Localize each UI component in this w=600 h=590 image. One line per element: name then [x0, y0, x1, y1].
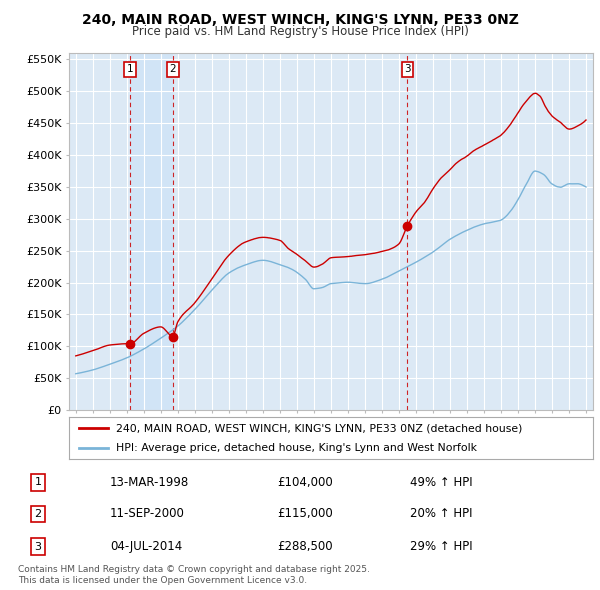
Text: 240, MAIN ROAD, WEST WINCH, KING'S LYNN, PE33 0NZ: 240, MAIN ROAD, WEST WINCH, KING'S LYNN,… — [82, 13, 518, 27]
Text: Price paid vs. HM Land Registry's House Price Index (HPI): Price paid vs. HM Land Registry's House … — [131, 25, 469, 38]
Text: 13-MAR-1998: 13-MAR-1998 — [110, 476, 190, 489]
Text: £288,500: £288,500 — [277, 540, 333, 553]
Text: 2: 2 — [169, 64, 176, 74]
Text: 240, MAIN ROAD, WEST WINCH, KING'S LYNN, PE33 0NZ (detached house): 240, MAIN ROAD, WEST WINCH, KING'S LYNN,… — [116, 424, 523, 434]
Text: Contains HM Land Registry data © Crown copyright and database right 2025.
This d: Contains HM Land Registry data © Crown c… — [18, 565, 370, 585]
Text: 1: 1 — [35, 477, 41, 487]
Text: £115,000: £115,000 — [277, 507, 333, 520]
Text: 3: 3 — [35, 542, 41, 552]
Bar — [130, 53, 173, 410]
Text: 20% ↑ HPI: 20% ↑ HPI — [410, 507, 472, 520]
Text: 49% ↑ HPI: 49% ↑ HPI — [410, 476, 472, 489]
Text: HPI: Average price, detached house, King's Lynn and West Norfolk: HPI: Average price, detached house, King… — [116, 444, 477, 453]
Text: 29% ↑ HPI: 29% ↑ HPI — [410, 540, 472, 553]
Text: 3: 3 — [404, 64, 411, 74]
Text: 1: 1 — [127, 64, 134, 74]
Text: 04-JUL-2014: 04-JUL-2014 — [110, 540, 182, 553]
Text: £104,000: £104,000 — [277, 476, 333, 489]
Text: 2: 2 — [35, 509, 42, 519]
Text: 11-SEP-2000: 11-SEP-2000 — [110, 507, 185, 520]
